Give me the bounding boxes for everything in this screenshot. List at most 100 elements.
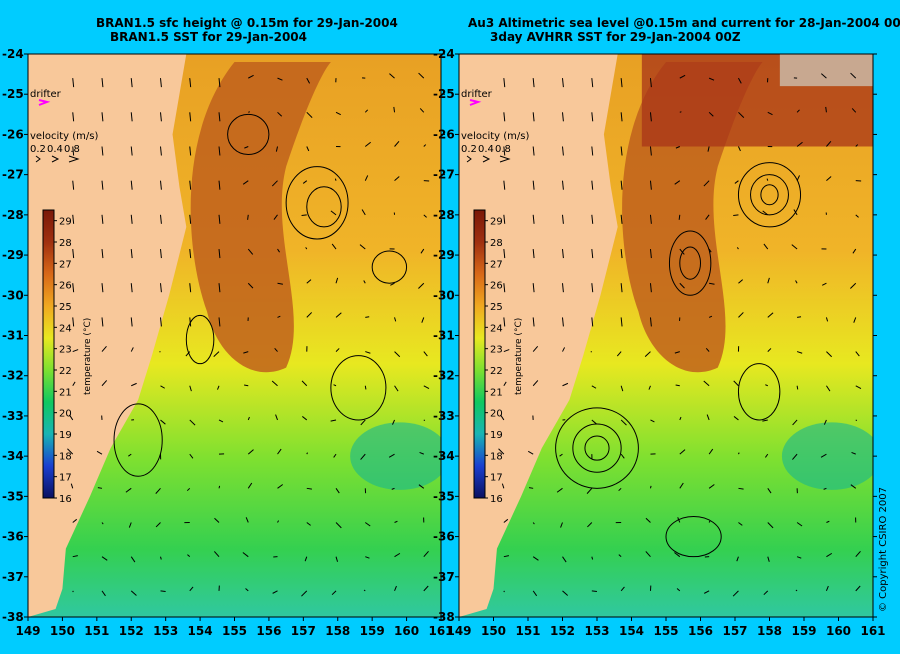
lat-label: -25 — [2, 87, 24, 101]
current-vector — [302, 215, 307, 216]
colorbar-tick-label: 18 — [59, 451, 72, 462]
lon-label: 155 — [222, 624, 247, 638]
lat-label: -38 — [433, 610, 455, 624]
current-vector — [219, 486, 220, 488]
lat-label: -36 — [2, 530, 24, 544]
lat-label: -31 — [433, 329, 455, 343]
colorbar-tick-label: 29 — [490, 217, 503, 228]
colorbar-tick-label: 22 — [59, 366, 72, 377]
current-vector — [248, 215, 249, 220]
colorbar-tick-label: 23 — [490, 345, 503, 356]
lat-label: -26 — [433, 127, 455, 141]
colorbar-tick-label: 28 — [490, 238, 503, 249]
current-vector — [797, 317, 801, 318]
current-vector — [650, 486, 651, 488]
colorbar-tick-label: 19 — [59, 430, 72, 441]
lat-label: -25 — [433, 87, 455, 101]
left-panel: -24-25-26-27-28-29-30-31-32-33-34-35-36-… — [2, 47, 454, 638]
current-vector — [161, 591, 166, 592]
colorbar-tick-label: 23 — [59, 345, 72, 356]
velocity-scale-value: 0.4 — [478, 144, 494, 155]
lat-label: -30 — [2, 288, 24, 302]
lat-label: -28 — [433, 208, 455, 222]
lon-label: 156 — [256, 624, 281, 638]
colorbar-tick-label: 21 — [490, 387, 503, 398]
lon-label: 155 — [653, 624, 678, 638]
lat-label: -27 — [2, 168, 24, 182]
current-vector — [394, 107, 395, 112]
colorbar-tick-label: 27 — [490, 259, 503, 270]
velocity-scale-value: 0.4 — [47, 144, 63, 155]
lon-label: 157 — [722, 624, 747, 638]
lat-label: -27 — [433, 168, 455, 182]
colorbar-tick-label: 26 — [490, 281, 503, 292]
colorbar-tick-label: 20 — [59, 409, 72, 420]
velocity-label: velocity (m/s) — [30, 131, 98, 142]
current-vector — [738, 453, 739, 454]
current-vector — [733, 215, 738, 216]
temperature-axis-label: temperature (°C) — [83, 318, 93, 395]
left-title-line2: BRAN1.5 SST for 29-Jan-2004 — [110, 30, 307, 44]
temperature-colorbar — [43, 210, 54, 498]
lon-label: 153 — [584, 624, 609, 638]
lon-label: 154 — [619, 624, 644, 638]
colorbar-tick-label: 24 — [490, 323, 503, 334]
current-vector — [364, 590, 365, 591]
lon-label: 154 — [188, 624, 213, 638]
current-vector — [365, 317, 369, 318]
lon-label: 152 — [550, 624, 575, 638]
lat-label: -32 — [433, 369, 455, 383]
colorbar-tick-label: 17 — [490, 473, 503, 484]
velocity-scale-value: 0.8 — [495, 144, 511, 155]
left-title-line1: BRAN1.5 sfc height @ 0.15m for 29-Jan-20… — [96, 16, 398, 30]
colorbar-tick-label: 22 — [490, 366, 503, 377]
current-vector — [248, 112, 250, 113]
lat-label: -30 — [433, 288, 455, 302]
colorbar-tick-label: 18 — [490, 451, 503, 462]
current-vector — [592, 591, 597, 592]
lat-label: -34 — [433, 449, 455, 463]
lat-label: -37 — [2, 570, 24, 584]
current-vector — [796, 590, 797, 591]
lon-label: 150 — [481, 624, 506, 638]
colorbar-tick-label: 17 — [59, 473, 72, 484]
lon-label: 149 — [15, 624, 40, 638]
colorbar-tick-label: 24 — [59, 323, 72, 334]
colorbar-tick-label: 29 — [59, 217, 72, 228]
temperature-axis-label: temperature (°C) — [514, 318, 524, 395]
lon-label: 156 — [688, 624, 713, 638]
lon-label: 150 — [50, 624, 75, 638]
current-vector — [529, 488, 533, 489]
current-vector — [504, 591, 505, 592]
velocity-label: velocity (m/s) — [461, 131, 529, 142]
lon-label: 160 — [826, 624, 851, 638]
lon-label: 151 — [515, 624, 540, 638]
lat-label: -33 — [2, 409, 24, 423]
right-cloud-mask — [780, 54, 873, 86]
lat-label: -26 — [2, 127, 24, 141]
copyright-notice: © Copyright CSIRO 2007 — [878, 487, 889, 612]
current-vector — [335, 179, 336, 181]
lon-label: 153 — [153, 624, 178, 638]
current-vector — [767, 179, 768, 181]
colorbar-tick-label: 28 — [59, 238, 72, 249]
lat-label: -36 — [433, 530, 455, 544]
current-vector — [98, 488, 102, 489]
lat-label: -24 — [2, 47, 24, 61]
drifter-label: drifter — [30, 89, 62, 100]
lon-label: 161 — [860, 624, 885, 638]
current-vector — [307, 453, 308, 454]
lon-label: 149 — [446, 624, 471, 638]
current-vector — [73, 591, 74, 592]
lat-label: -35 — [2, 489, 24, 503]
colorbar-tick-label: 25 — [490, 302, 503, 313]
lon-label: 159 — [791, 624, 816, 638]
lon-label: 152 — [119, 624, 144, 638]
current-vector — [679, 215, 680, 220]
colorbar-tick-label: 20 — [490, 409, 503, 420]
drifter-label: drifter — [461, 89, 493, 100]
lat-label: -38 — [2, 610, 24, 624]
colorbar-tick-label: 26 — [59, 281, 72, 292]
